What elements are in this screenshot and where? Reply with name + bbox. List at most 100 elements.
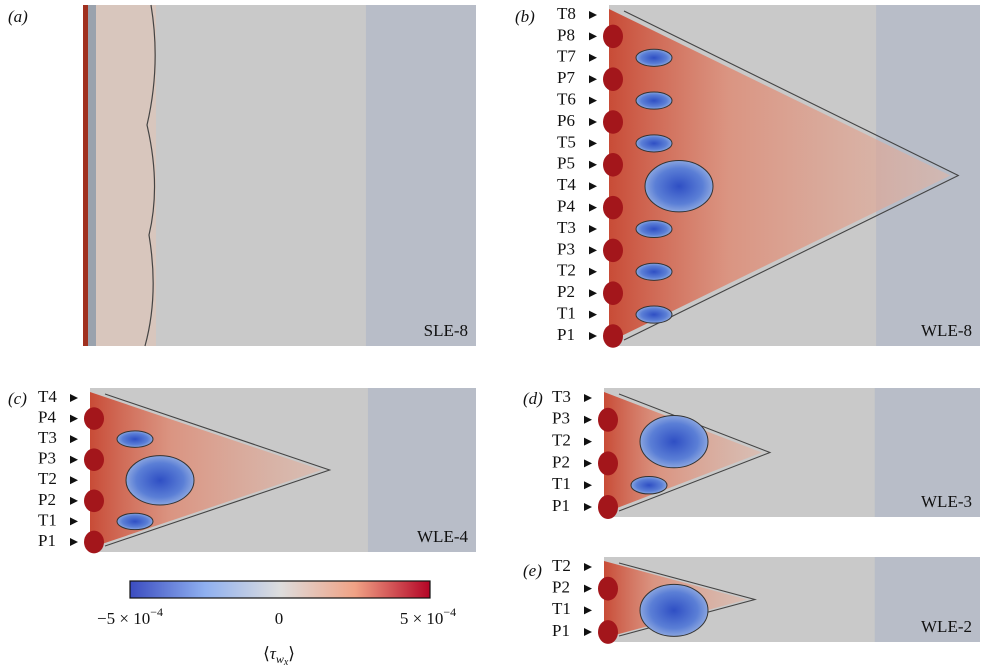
panel-label: (d): [523, 389, 543, 408]
marker-arrow: [584, 503, 592, 511]
contour: [104, 393, 332, 547]
marker-label: T3: [552, 387, 571, 406]
blue-region: [125, 455, 195, 506]
marker-arrow: [589, 11, 597, 19]
marker-label: P1: [552, 621, 570, 640]
contour: [623, 10, 960, 341]
marker-arrow: [589, 289, 597, 298]
red-wedge: [90, 392, 322, 548]
contour: [618, 393, 772, 512]
field-blue-region: [365, 5, 476, 346]
marker-arrow: [589, 75, 597, 84]
blue-region: [635, 134, 673, 153]
tick-exponent: −4: [150, 605, 163, 619]
marker-label: T1: [552, 474, 571, 493]
marker-arrow: [70, 435, 78, 444]
marker-arrow: [584, 584, 592, 593]
peak-red: [603, 238, 623, 263]
marker-arrow: [589, 118, 597, 126]
marker-label: P2: [38, 490, 56, 509]
tick-base: −5 × 10: [97, 609, 150, 628]
blue-region: [635, 48, 673, 67]
case-label: SLE-8: [424, 321, 468, 340]
marker-label: P1: [38, 531, 56, 550]
blue-region: [644, 160, 714, 213]
marker-label: T2: [557, 261, 576, 280]
marker-arrow: [70, 455, 78, 464]
marker-arrow: [584, 415, 592, 424]
peak-red: [603, 324, 623, 348]
blue-region: [635, 305, 673, 324]
subsubscript: x: [283, 657, 289, 668]
red-wedge: [609, 9, 951, 342]
marker-label: T7: [557, 47, 576, 66]
marker-label: P4: [38, 407, 56, 426]
blue-region: [116, 512, 154, 531]
panel-label: (a): [8, 7, 28, 26]
marker-arrow: [584, 563, 592, 571]
marker-label: T3: [557, 218, 576, 237]
near-wall: [88, 5, 96, 346]
marker-label: T3: [38, 428, 57, 447]
marker-label: P8: [557, 25, 575, 44]
peak-red: [603, 195, 623, 220]
marker-arrow: [589, 203, 597, 212]
peak-red: [84, 448, 104, 472]
marker-arrow: [70, 517, 78, 526]
marker-arrow: [70, 538, 78, 546]
marker-label: P3: [38, 449, 56, 468]
marker-label: P5: [557, 154, 575, 173]
marker-arrow: [584, 628, 592, 636]
marker-label: P6: [557, 111, 575, 130]
field-blue-region: [367, 388, 476, 552]
peak-red: [598, 407, 618, 432]
tick-exponent: −4: [443, 605, 456, 619]
marker-label: P3: [557, 239, 575, 258]
panel-label: (c): [8, 389, 27, 408]
case-label: WLE-8: [921, 321, 972, 340]
marker-arrow: [589, 182, 597, 191]
blue-region: [639, 583, 709, 637]
marker-label: T2: [552, 431, 571, 450]
marker-label: T2: [552, 556, 571, 575]
peak-red: [603, 153, 623, 177]
marker-arrow: [70, 476, 78, 485]
peak-red: [603, 281, 623, 305]
peak-red: [84, 530, 104, 554]
marker-arrow: [589, 32, 597, 41]
case-label: WLE-3: [921, 492, 972, 511]
marker-arrow: [70, 394, 78, 402]
blue-region: [635, 91, 673, 110]
marker-label: P3: [552, 409, 570, 428]
field-blue-region: [874, 557, 980, 642]
blue-region: [635, 219, 673, 239]
tick-base: 0: [275, 609, 284, 628]
marker-arrow: [584, 606, 592, 615]
marker-arrow: [70, 496, 78, 505]
marker-arrow: [589, 160, 597, 169]
field-blue-region: [874, 388, 980, 517]
marker-arrow: [584, 437, 592, 446]
bracket: ⟨: [263, 644, 270, 663]
case-label: WLE-4: [417, 527, 468, 546]
marker-arrow: [584, 459, 592, 468]
marker-label: P2: [552, 578, 570, 597]
peak-red: [84, 489, 104, 513]
near-wall-pink: [96, 5, 156, 346]
contour: [144, 4, 156, 347]
tick-base: 5 × 10: [400, 609, 444, 628]
marker-arrow: [584, 394, 592, 402]
marker-arrow: [589, 310, 597, 319]
marker-arrow: [589, 139, 597, 148]
subscript: w: [276, 652, 284, 666]
marker-label: T1: [557, 304, 576, 323]
peak-red: [603, 67, 623, 91]
marker-label: T1: [38, 510, 57, 529]
peak-red: [598, 451, 618, 476]
marker-label: P7: [557, 68, 575, 87]
peak-red: [603, 24, 623, 49]
colorbar-tick-label: 5 × 10−4: [400, 605, 456, 628]
wall-strip: [83, 5, 88, 346]
marker-label: T5: [557, 132, 576, 151]
